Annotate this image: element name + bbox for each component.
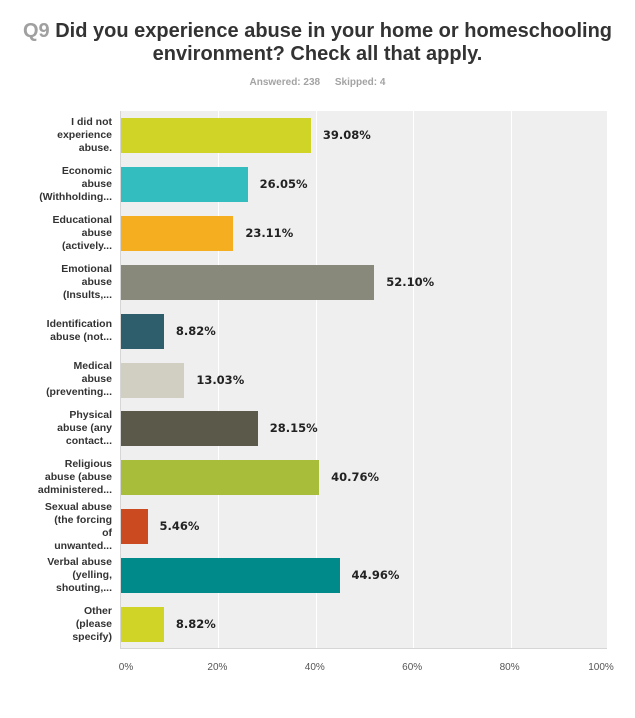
bar-row: 44.96% <box>121 551 607 600</box>
category-label: Other (please specify) <box>72 604 112 643</box>
bar-row: 13.03% <box>121 356 607 405</box>
x-tick-label: 60% <box>402 662 423 673</box>
bar <box>121 558 340 594</box>
category-label: Economic abuse (Withholding... <box>39 164 112 203</box>
bar <box>121 460 320 496</box>
x-tick-label: 80% <box>499 662 520 673</box>
bar-row: 40.76% <box>121 453 607 502</box>
response-stats: Answered: 238 Skipped: 4 <box>0 77 635 88</box>
question-title: Q9 Did you experience abuse in your home… <box>0 20 635 66</box>
bar <box>121 362 185 398</box>
category-label: I did not experience abuse. <box>57 115 112 154</box>
bar-value-label: 39.08% <box>322 128 371 142</box>
gridline-40 <box>315 111 317 648</box>
gridline-20 <box>218 111 220 648</box>
category-label: Identification abuse (not... <box>46 318 112 344</box>
bar-row: 39.08% <box>121 111 607 160</box>
bar-value-label: 40.76% <box>331 470 379 485</box>
bar-row: 52.10% <box>121 258 607 307</box>
bar-row: 26.05% <box>121 160 607 209</box>
category-label: Medical abuse (preventing... <box>46 360 112 399</box>
bar-row: 28.15% <box>121 404 607 453</box>
bar-value-label: 8.82% <box>175 323 216 338</box>
gridline-80 <box>510 111 512 648</box>
gridline-60 <box>413 111 415 648</box>
bar-value-label: 52.10% <box>386 274 435 289</box>
question-text: Did you experience abuse in your home or… <box>55 20 613 65</box>
bar-row: 5.46% <box>121 502 607 551</box>
category-label: Physical abuse (any contact... <box>57 409 112 448</box>
bar <box>121 118 311 153</box>
answered-count: Answered: 238 <box>249 77 321 88</box>
bar-value-label: 28.15% <box>269 421 318 436</box>
bar <box>121 264 375 300</box>
bar-row: 8.82% <box>121 307 607 356</box>
bar-value-label: 44.96% <box>351 568 400 583</box>
bar-value-label: 23.11% <box>245 225 294 240</box>
x-tick-label: 40% <box>304 662 325 673</box>
skipped-count: Skipped: 4 <box>334 77 386 88</box>
x-tick-label: 20% <box>207 662 228 673</box>
category-label: Emotional abuse (Insults,... <box>61 262 112 301</box>
question-number: Q9 <box>22 20 50 42</box>
bar <box>121 509 148 545</box>
plot-area: 39.08% 26.05% 23.11% 52.10% 8.82% 13.03% 28.15… <box>120 111 607 649</box>
category-label: Sexual abuse (the forcing of unwanted... <box>44 500 112 552</box>
category-label: Religious abuse (abuse administered... <box>37 458 112 497</box>
bar-value-label: 13.03% <box>196 372 245 387</box>
x-tick-label: 100% <box>588 662 614 673</box>
bar <box>121 411 258 447</box>
bar-value-label: 5.46% <box>159 519 200 534</box>
x-tick-label: 0% <box>118 662 134 673</box>
bar <box>121 313 164 349</box>
bar-row: 23.11% <box>121 209 607 258</box>
bar-value-label: 26.05% <box>259 176 308 191</box>
bar <box>121 607 164 642</box>
category-label: Educational abuse (actively... <box>52 213 112 252</box>
category-label: Verbal abuse (yelling, shouting,... <box>47 556 112 595</box>
bar <box>121 215 234 251</box>
bar-row: 8.82% <box>121 600 607 649</box>
bar <box>121 166 248 202</box>
bar-value-label: 8.82% <box>175 617 216 631</box>
